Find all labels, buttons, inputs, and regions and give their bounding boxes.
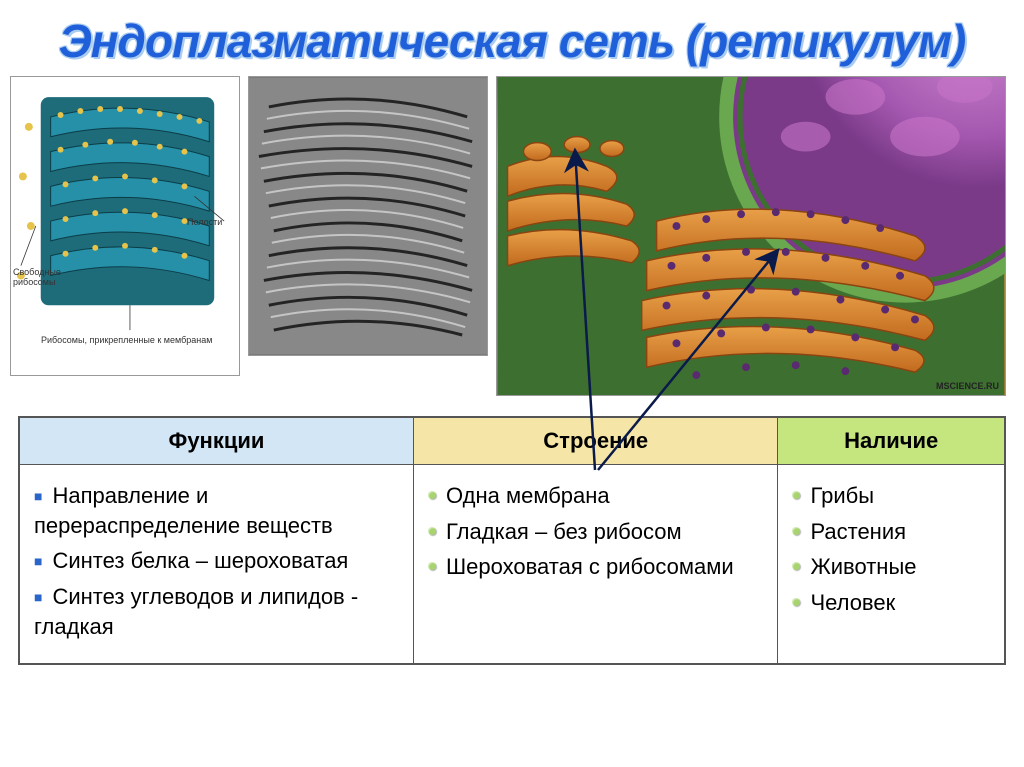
func-item: Направление и перераспределение веществ — [34, 481, 399, 540]
func-item: Синтез белка – шероховатая — [34, 546, 399, 576]
td-structure: Одна мембрана Гладкая – без рибосом Шеро… — [414, 465, 778, 664]
struct-item: Шероховатая с рибосомами — [428, 552, 763, 582]
cell-er-illustration: MSCIENCE.RU — [496, 76, 1006, 396]
page-title: Эндоплазматическая сеть (ретикулум) — [0, 0, 1024, 76]
label-attached-ribosomes: Рибосомы, прикрепленные к мембранам — [41, 335, 221, 345]
func-item: Синтез углеводов и липидов - гладкая — [34, 582, 399, 641]
td-functions: Направление и перераспределение веществ … — [20, 465, 414, 664]
th-presence: Наличие — [778, 418, 1005, 465]
presence-item: Грибы — [792, 481, 990, 511]
label-free-ribosomes: Свободные рибосомы — [13, 267, 63, 287]
struct-item: Одна мембрана — [428, 481, 763, 511]
watermark: MSCIENCE.RU — [936, 381, 999, 391]
th-functions: Функции — [20, 418, 414, 465]
electron-micrograph — [248, 76, 488, 356]
td-presence: Грибы Растения Животные Человек — [778, 465, 1005, 664]
info-table: Функции Строение Наличие Направление и п… — [18, 416, 1006, 665]
label-cavities: Полости — [187, 217, 237, 227]
presence-item: Человек — [792, 588, 990, 618]
presence-item: Растения — [792, 517, 990, 547]
image-row: Свободные рибосомы Полости Рибосомы, при… — [0, 76, 1024, 406]
th-structure: Строение — [414, 418, 778, 465]
struct-item: Гладкая – без рибосом — [428, 517, 763, 547]
presence-item: Животные — [792, 552, 990, 582]
diagram-rough-er: Свободные рибосомы Полости Рибосомы, при… — [10, 76, 240, 376]
